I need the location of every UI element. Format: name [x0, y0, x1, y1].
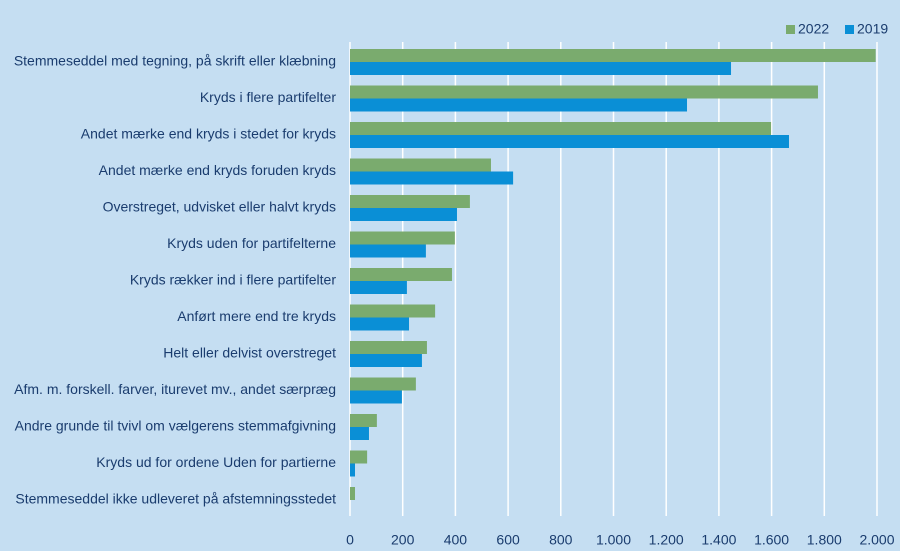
bar [350, 281, 407, 294]
bar [350, 414, 377, 427]
x-tick-label: 1.400 [701, 532, 736, 548]
bar [350, 195, 470, 208]
bar [350, 463, 356, 477]
x-tick-label: 200 [391, 532, 415, 548]
bar [350, 487, 356, 500]
y-tick-label: Stemmeseddel ikke udleveret på afstemnin… [15, 491, 336, 507]
x-tick-label: 2.000 [859, 532, 894, 548]
bar [350, 244, 426, 258]
legend-swatch [845, 25, 854, 34]
y-tick-label: Stemmeseddel med tegning, på skrift elle… [14, 53, 336, 69]
bar [350, 354, 422, 367]
bar [350, 158, 491, 172]
legend-label: 2022 [798, 21, 829, 37]
y-tick-label: Afm. m. forskell. farver, iturevet mv., … [14, 381, 336, 397]
bar [350, 135, 789, 148]
x-tick-label: 1.000 [596, 532, 631, 548]
bar [350, 98, 688, 112]
bar [350, 304, 436, 318]
y-tick-label: Helt eller delvist overstreget [163, 345, 336, 361]
bar [350, 231, 455, 245]
x-tick-label: 0 [346, 532, 354, 548]
y-tick-label: Anført mere end tre kryds [177, 308, 336, 324]
y-tick-label: Kryds rækker ind i flere partifelter [130, 272, 337, 288]
y-tick-label: Kryds ud for ordene Uden for partierne [96, 454, 336, 470]
x-tick-label: 1.200 [649, 532, 684, 548]
x-tick-label: 600 [496, 532, 520, 548]
legend-swatch [786, 25, 795, 34]
y-tick-label: Kryds i flere partifelter [200, 89, 336, 105]
bar [350, 268, 452, 281]
bar [350, 341, 427, 354]
y-tick-label: Andet mærke end kryds i stedet for kryds [81, 126, 336, 142]
legend-label: 2019 [857, 21, 888, 37]
y-tick-label: Overstreget, udvisket eller halvt kryds [103, 199, 336, 215]
bar [350, 390, 402, 404]
bar [350, 122, 772, 135]
x-tick-label: 1.800 [807, 532, 842, 548]
bar [350, 317, 410, 331]
x-tick-label: 1.600 [754, 532, 789, 548]
bar [350, 208, 457, 221]
bar [350, 85, 818, 99]
y-tick-label: Kryds uden for partifelterne [167, 235, 336, 251]
x-tick-label: 400 [444, 532, 468, 548]
y-tick-label: Andet mærke end kryds foruden kryds [99, 162, 336, 178]
bar [350, 171, 514, 185]
y-tick-label: Andre grunde til tvivl om vælgerens stem… [15, 418, 336, 434]
bar [350, 49, 876, 62]
bar [350, 427, 369, 440]
x-tick-label: 800 [549, 532, 573, 548]
bar [350, 62, 732, 75]
bar [350, 450, 368, 464]
bar [350, 377, 416, 391]
